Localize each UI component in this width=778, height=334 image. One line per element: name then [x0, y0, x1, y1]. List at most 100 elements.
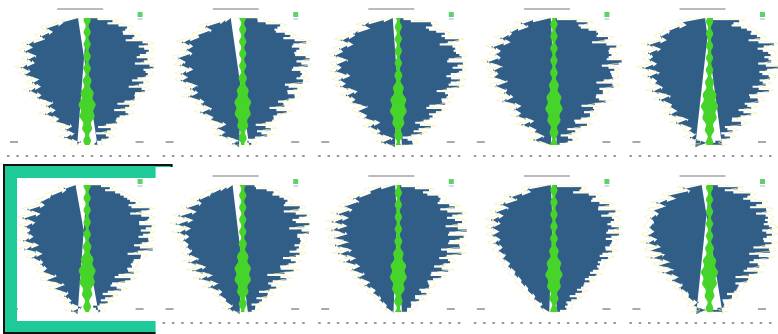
- x-tick-label: [520, 322, 523, 324]
- axis-note: [321, 141, 330, 143]
- x-tick-label: [374, 322, 377, 324]
- x-tick-label: [383, 322, 386, 324]
- x-tick-label: [336, 155, 340, 157]
- thumbnail[interactable]: [0, 164, 173, 334]
- x-tick-label: [327, 322, 331, 324]
- pyramid-outline: [327, 17, 471, 146]
- x-tick-label: [53, 155, 57, 157]
- thumbnail[interactable]: [311, 0, 471, 167]
- x-tick-label: [585, 155, 588, 157]
- thumbnail[interactable]: [622, 167, 778, 334]
- x-tick-label: [604, 322, 607, 324]
- thumbnail[interactable]: [0, 0, 161, 167]
- x-tick-label: [657, 155, 660, 157]
- x-tick-label: [703, 155, 707, 157]
- thumbnail[interactable]: [466, 0, 629, 167]
- axis-note: [321, 308, 330, 310]
- x-tick-label: [44, 155, 47, 157]
- x-tick-label: [237, 155, 240, 157]
- axis-note: [632, 141, 641, 143]
- x-tick-label: [666, 322, 670, 324]
- thumbnail[interactable]: [311, 167, 475, 334]
- x-tick-label: [72, 155, 75, 157]
- x-tick-label: [429, 155, 433, 157]
- x-tick-label: [62, 155, 66, 157]
- legend-swatch: [760, 179, 765, 184]
- x-tick-label: [81, 155, 84, 157]
- x-tick-label: [181, 155, 184, 157]
- x-tick-label: [529, 322, 533, 324]
- x-tick-label: [750, 155, 753, 157]
- x-tick-label: [685, 155, 688, 157]
- axis-note: [10, 141, 18, 143]
- x-tick-label: [292, 155, 296, 157]
- x-tick-label: [501, 322, 505, 324]
- x-tick-label: [392, 155, 396, 157]
- x-tick-label: [302, 322, 305, 324]
- thumbnail[interactable]: [466, 167, 626, 334]
- x-tick-label: [181, 322, 184, 324]
- pyramid-outline: [640, 184, 778, 313]
- x-tick-label: [439, 322, 442, 324]
- thumbnail[interactable]: [155, 167, 317, 334]
- x-tick-label: [264, 322, 268, 324]
- center-band: [234, 18, 252, 145]
- x-tick-label: [237, 322, 240, 324]
- x-tick-label: [769, 155, 772, 157]
- x-tick-label: [218, 322, 221, 324]
- legend-swatch: [293, 12, 299, 17]
- x-tick-label: [100, 155, 103, 157]
- x-tick-label: [741, 155, 744, 157]
- chart-title: [368, 8, 415, 10]
- x-tick-label: [576, 155, 579, 157]
- thumbnail[interactable]: [155, 0, 317, 167]
- x-tick-label: [274, 155, 277, 157]
- x-tick-label: [218, 155, 221, 157]
- axis-note: [291, 141, 300, 143]
- x-tick-label: [34, 155, 38, 157]
- thumbnail[interactable]: [622, 0, 778, 167]
- axis-note: [165, 308, 174, 310]
- x-tick-label: [346, 155, 349, 157]
- x-tick-label: [703, 322, 707, 324]
- x-tick-label: [292, 322, 296, 324]
- legend-swatch: [448, 18, 454, 20]
- legend-swatch: [137, 12, 143, 17]
- x-tick-label: [392, 322, 396, 324]
- x-tick-label: [16, 155, 19, 157]
- axis-note: [758, 308, 766, 310]
- center-band: [389, 18, 407, 145]
- x-tick-label: [411, 322, 414, 324]
- chart-title: [212, 175, 259, 177]
- x-tick-label: [255, 155, 259, 157]
- pyramid-outline: [15, 184, 159, 313]
- x-tick-label: [209, 322, 212, 324]
- x-tick-label: [675, 155, 679, 157]
- x-tick-label: [594, 322, 598, 324]
- x-tick-label: [199, 322, 203, 324]
- x-tick-label: [439, 155, 442, 157]
- x-tick-label: [473, 155, 477, 157]
- x-tick-label: [483, 155, 486, 157]
- x-tick-label: [511, 322, 514, 324]
- x-tick-label: [355, 155, 358, 157]
- center-band: [545, 18, 563, 145]
- x-tick-label: [355, 322, 358, 324]
- x-tick-label: [520, 155, 523, 157]
- x-tick-label: [666, 155, 670, 157]
- x-tick-label: [557, 155, 561, 157]
- x-tick-label: [566, 155, 570, 157]
- chart-title: [523, 8, 570, 10]
- pyramid-outline: [169, 184, 317, 313]
- x-tick-label: [162, 155, 166, 157]
- pyramid-bars: [646, 185, 772, 315]
- x-tick-label: [146, 155, 150, 157]
- x-tick-label: [741, 322, 744, 324]
- x-tick-label: [538, 155, 542, 157]
- x-tick-label: [492, 155, 495, 157]
- x-tick-label: [171, 322, 175, 324]
- axis-note: [135, 308, 144, 310]
- axis-note: [446, 308, 455, 310]
- x-tick-label: [199, 155, 203, 157]
